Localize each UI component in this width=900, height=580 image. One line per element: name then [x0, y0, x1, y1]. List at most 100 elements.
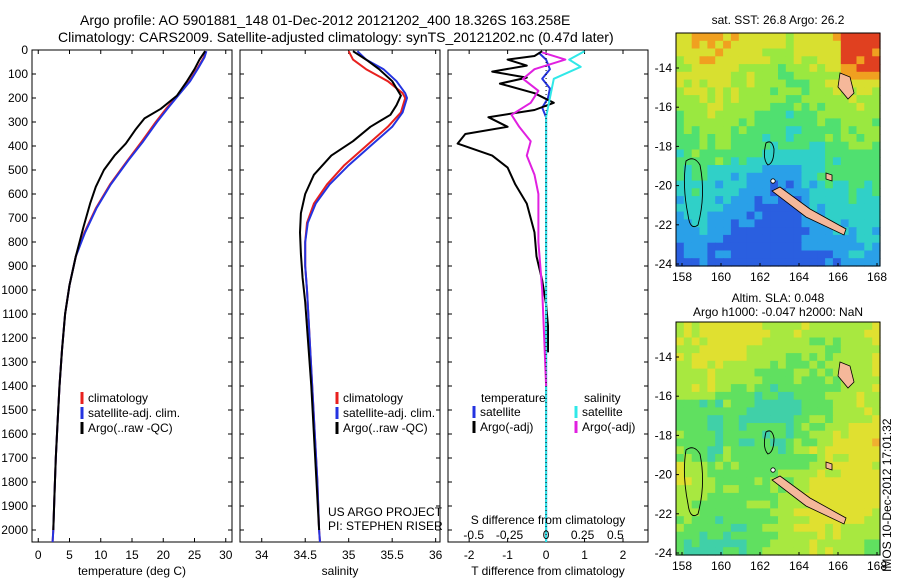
sla_map-cell: [778, 531, 787, 541]
sla_map-cell: [746, 539, 755, 548]
sst_map-cell: [707, 196, 716, 205]
sst_map-cell: [770, 234, 779, 244]
sla_map-cell: [848, 360, 857, 370]
sla_map-cell: [872, 337, 881, 346]
sst_map-cell: [691, 203, 701, 213]
sla_map-cell: [746, 531, 755, 541]
sla_map-cell: [840, 446, 850, 455]
sst_map-cell: [762, 134, 771, 143]
sla_map-cell: [864, 531, 873, 541]
sst_map-cell: [707, 48, 716, 57]
sst_map-cell: [872, 110, 881, 120]
sst_map-cell: [723, 172, 732, 182]
sla_map-cell: [770, 430, 779, 440]
sla_map-cell: [699, 508, 708, 517]
sst_map-cell: [778, 227, 787, 236]
sla_map-cell: [730, 531, 740, 541]
sla_map-cell: [785, 423, 795, 432]
sla_map-cell: [715, 454, 724, 463]
sst_map-cell: [762, 172, 771, 182]
sst_map-cell: [770, 126, 779, 135]
sst_map-cell: [762, 102, 771, 112]
sst_map-cell: [872, 118, 881, 127]
sst_map-cell: [676, 64, 685, 73]
sst_map-cell: [801, 227, 810, 236]
sst_map-cell: [817, 172, 826, 182]
sst_map-cell: [699, 102, 708, 112]
sst_map-cell: [832, 71, 842, 81]
sla_map-cell: [707, 391, 716, 401]
sst_map-cell: [707, 56, 716, 65]
sla_map-cell: [864, 384, 873, 393]
sst_map-cell: [872, 149, 881, 158]
sla_map-cell: [738, 492, 748, 502]
sla_map-cell: [746, 438, 755, 447]
sst_map-cell: [699, 165, 708, 174]
sst_map-cell: [715, 157, 724, 166]
sst_map-cell: [801, 40, 810, 50]
sst_map-cell: [770, 141, 779, 151]
sla_map-cell: [801, 454, 810, 463]
sla_map-cell: [723, 384, 732, 393]
sla_map-cell: [730, 368, 740, 377]
sst_map-cell: [785, 95, 795, 104]
depth-tick-label: 900: [8, 259, 28, 273]
sla_map-cell: [793, 384, 803, 393]
sla_map-cell: [707, 469, 716, 478]
sla_map-cell: [770, 446, 779, 455]
sla_map-cell: [746, 430, 755, 440]
sla_map-cell: [754, 500, 763, 509]
sla_map-cell: [864, 353, 873, 362]
sst_map-cell: [825, 71, 834, 81]
sst_map-cell: [770, 48, 779, 57]
temperature-series-group: [51, 50, 208, 543]
sst_map-cell: [778, 219, 787, 228]
difference-series-salinity-argo-adj-: [510, 51, 567, 387]
sla_map-cell: [754, 485, 763, 494]
sla_map-cell: [825, 531, 834, 541]
sla_map-cell: [848, 461, 857, 471]
sst_map-cell: [840, 172, 850, 182]
sla_map-cell: [848, 322, 857, 331]
sla_map-cell: [730, 477, 740, 486]
sla_map-cell: [801, 539, 810, 548]
sla_map-cell: [691, 360, 701, 370]
difference-frame: [447, 49, 649, 543]
sla_map-cell: [840, 469, 850, 478]
sst_map-cell: [762, 64, 771, 73]
sst_map-cell: [691, 188, 701, 197]
sla_map-cell: [825, 438, 834, 447]
sla_map-cell: [864, 446, 873, 455]
sla_map-cell: [746, 415, 755, 424]
sst_map-cell: [801, 219, 810, 228]
sst_map-cell: [825, 79, 834, 88]
sla_map-cell: [770, 469, 779, 478]
sla_map-cell: [832, 345, 842, 354]
sst_map-cell: [730, 33, 740, 42]
sla_map-frame: [675, 321, 881, 556]
sla_map-cell: [738, 345, 748, 354]
sst_map-cell: [840, 102, 850, 112]
sla_map-cell: [691, 376, 701, 385]
sla_map-cell: [730, 399, 740, 409]
sst_map-cell: [746, 149, 755, 158]
sst_map-cell: [864, 33, 873, 42]
sst_map-cell: [801, 258, 810, 267]
sst_map-cell: [738, 227, 748, 236]
sla_map-cell: [746, 492, 755, 502]
sla_map-cell: [864, 539, 873, 548]
sst_map-cell: [683, 71, 693, 81]
sst_map-cell: [825, 48, 834, 57]
sst_map-cell: [801, 250, 810, 259]
sla_map-cell: [778, 415, 787, 424]
sst_map-cell: [738, 219, 748, 228]
sla_map-cell: [738, 454, 748, 463]
sla_map-cell: [762, 322, 771, 331]
sst_map-cell: [699, 258, 708, 267]
sst_map-cell: [840, 242, 850, 252]
sla_map-cell: [723, 415, 732, 424]
sla_map-cell: [683, 415, 693, 424]
sla_map-cell: [856, 492, 865, 502]
sla_map-cell: [691, 391, 701, 401]
sst_map-cell: [809, 102, 818, 112]
